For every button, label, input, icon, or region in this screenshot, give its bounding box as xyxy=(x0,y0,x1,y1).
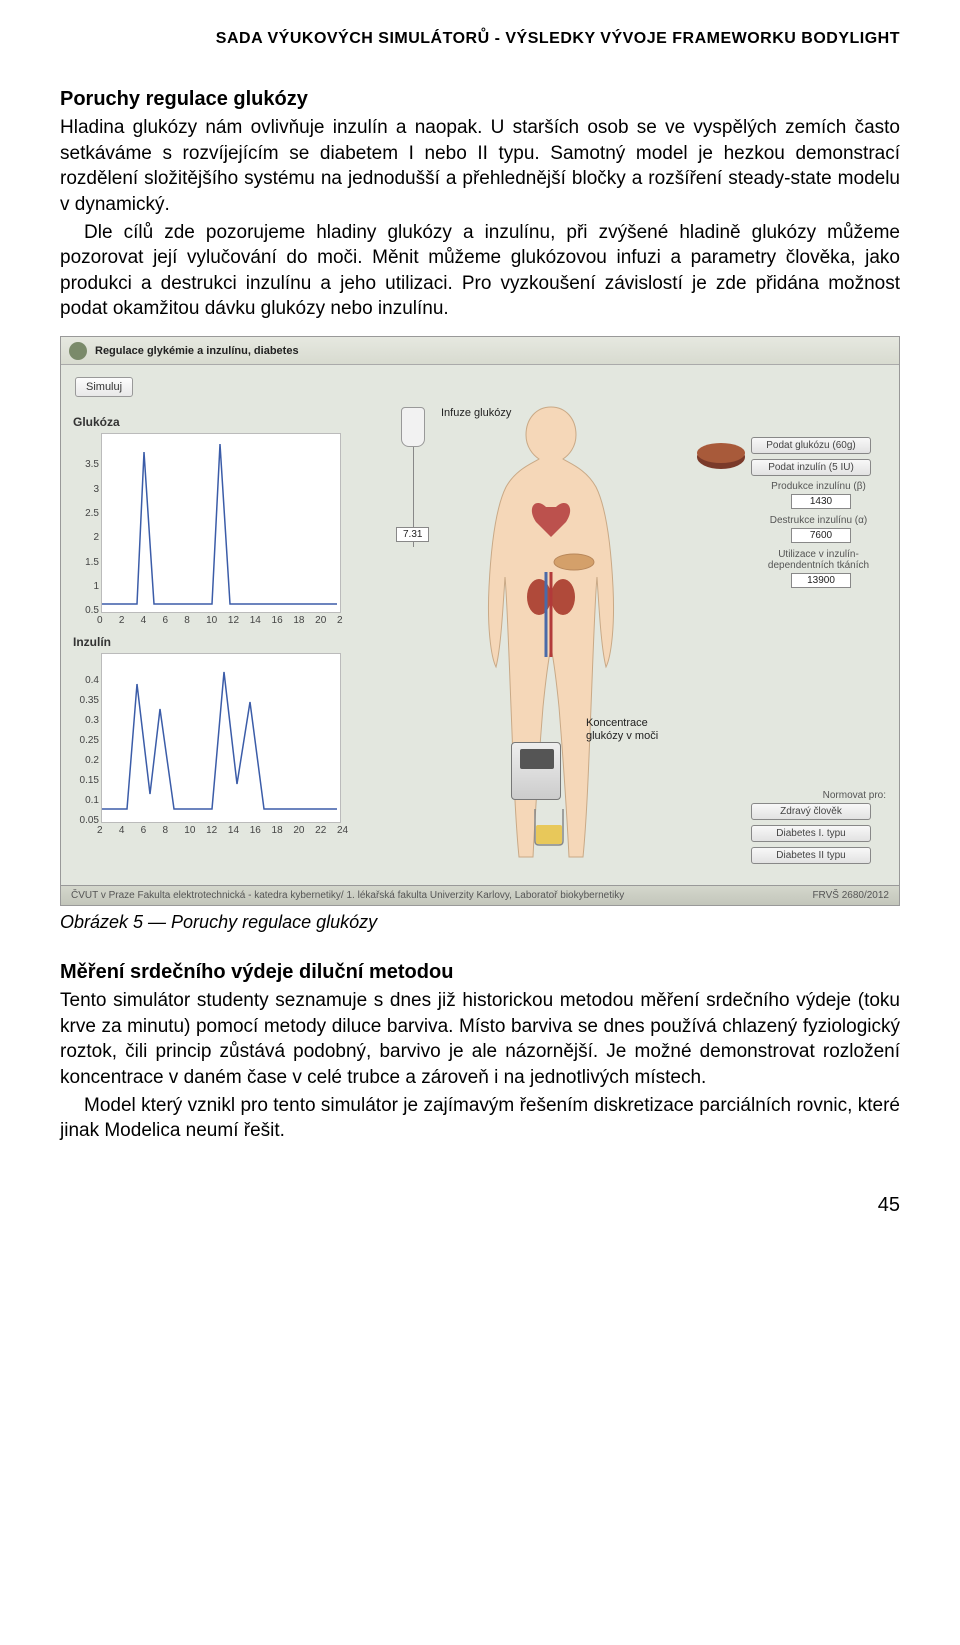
chart2-xtick: 4 xyxy=(119,825,125,836)
chart2-xtick: 24 xyxy=(337,825,348,836)
chart1-xtick: 18 xyxy=(293,615,304,626)
right-controls-panel: Podat glukózu (60g) Podat inzulín (5 IU)… xyxy=(751,437,891,594)
konc-glukozy-label: Koncentrace glukózy v moči xyxy=(586,717,676,743)
section1-p1: Hladina glukózy nám ovlivňuje inzulín a … xyxy=(60,115,900,218)
chart1-ytick: 2.5 xyxy=(75,508,99,519)
chart2-xtick: 12 xyxy=(206,825,217,836)
prod-inzulinu-value[interactable]: 1430 xyxy=(791,494,851,509)
chart1-xtick: 4 xyxy=(141,615,147,626)
chart1-xtick: 0 xyxy=(97,615,103,626)
diabetes2-button[interactable]: Diabetes II typu xyxy=(751,847,871,864)
chart1-xtick: 2 xyxy=(337,615,343,626)
chart2 xyxy=(101,653,341,823)
chart1-xtick: 20 xyxy=(315,615,326,626)
body-diagram-area: Infuze glukózy 7.31 Koncentrace glukózy … xyxy=(361,377,741,877)
section2-p1: Tento simulátor studenty seznamuje s dne… xyxy=(60,988,900,1091)
diabetes1-button[interactable]: Diabetes I. typu xyxy=(751,825,871,842)
chart1 xyxy=(101,433,341,613)
chart2-ytick: 0.4 xyxy=(71,675,99,686)
chart2-xtick: 8 xyxy=(162,825,168,836)
utilizace-value[interactable]: 13900 xyxy=(791,573,851,588)
zdravy-clovek-button[interactable]: Zdravý člověk xyxy=(751,803,871,820)
chart1-xtick: 10 xyxy=(206,615,217,626)
simulate-button[interactable]: Simuluj xyxy=(75,377,133,397)
utilizace-label: Utilizace v inzulín-dependentních tkáníc… xyxy=(751,549,886,571)
chart2-ytick: 0.1 xyxy=(71,795,99,806)
page-header: SADA VÝUKOVÝCH SIMULÁTORŮ - VÝSLEDKY VÝV… xyxy=(60,30,900,48)
glucose-meter-icon xyxy=(511,742,561,800)
chart1-title: Glukóza xyxy=(73,415,120,429)
chart2-title: Inzulín xyxy=(73,635,111,649)
chart1-xtick: 16 xyxy=(272,615,283,626)
chart2-xtick: 22 xyxy=(315,825,326,836)
sim-footer: ČVUT v Praze Fakulta elektrotechnická - … xyxy=(61,885,899,905)
chart2-xtick: 6 xyxy=(141,825,147,836)
sim-logo-icon xyxy=(69,342,87,360)
chart2-xtick: 14 xyxy=(228,825,239,836)
destr-inzulinu-value[interactable]: 7600 xyxy=(791,528,851,543)
podat-inzulin-button[interactable]: Podat inzulín (5 IU) xyxy=(751,459,871,476)
section1-p2: Dle cílů zde pozorujeme hladiny glukózy … xyxy=(60,220,900,323)
chart2-ytick: 0.35 xyxy=(71,695,99,706)
podat-glukozu-button[interactable]: Podat glukózu (60g) xyxy=(751,437,871,454)
simulator-screenshot: Regulace glykémie a inzulínu, diabetes S… xyxy=(60,336,900,906)
normovat-panel: Normovat pro: Zdravý člověk Diabetes I. … xyxy=(751,790,891,869)
chart2-ytick: 0.25 xyxy=(71,735,99,746)
chart1-xtick: 8 xyxy=(184,615,190,626)
food-icon xyxy=(691,437,751,477)
chart2-xtick: 2 xyxy=(97,825,103,836)
figure-caption: Obrázek 5 — Poruchy regulace glukózy xyxy=(60,912,900,933)
chart1-ytick: 3.5 xyxy=(75,459,99,470)
chart2-ytick: 0.3 xyxy=(71,715,99,726)
infuze-label: Infuze glukózy xyxy=(441,407,511,419)
chart2-xtick: 16 xyxy=(250,825,261,836)
chart2-ytick: 0.2 xyxy=(71,755,99,766)
section2-p2: Model který vznikl pro tento simulátor j… xyxy=(60,1093,900,1144)
page-number: 45 xyxy=(60,1194,900,1217)
chart2-xtick: 18 xyxy=(272,825,283,836)
normovat-label: Normovat pro: xyxy=(751,790,886,801)
beaker-icon xyxy=(531,807,567,847)
chart1-ytick: 3 xyxy=(75,484,99,495)
iv-bag-icon xyxy=(401,407,425,447)
chart1-ytick: 0.5 xyxy=(75,605,99,616)
section1-title: Poruchy regulace glukózy xyxy=(60,88,900,111)
footer-right-text: FRVŠ 2680/2012 xyxy=(812,890,889,901)
section2-title: Měření srdečního výdeje diluční metodou xyxy=(60,961,900,984)
chart1-xtick: 6 xyxy=(162,615,168,626)
infuze-value[interactable]: 7.31 xyxy=(396,527,429,542)
chart1-xtick: 14 xyxy=(250,615,261,626)
chart1-xtick: 12 xyxy=(228,615,239,626)
chart1-ytick: 1.5 xyxy=(75,557,99,568)
chart2-xtick: 10 xyxy=(184,825,195,836)
destr-inzulinu-label: Destrukce inzulínu (α) xyxy=(751,515,886,526)
chart1-svg xyxy=(102,434,342,614)
chart1-ytick: 1 xyxy=(75,581,99,592)
chart1-ytick: 2 xyxy=(75,532,99,543)
chart2-svg xyxy=(102,654,342,824)
prod-inzulinu-label: Produkce inzulínu (β) xyxy=(751,481,886,492)
footer-left-text: ČVUT v Praze Fakulta elektrotechnická - … xyxy=(71,890,624,901)
chart1-xtick: 2 xyxy=(119,615,125,626)
chart2-ytick: 0.15 xyxy=(71,775,99,786)
chart2-xtick: 20 xyxy=(293,825,304,836)
chart2-ytick: 0.05 xyxy=(71,815,99,826)
sim-window-header: Regulace glykémie a inzulínu, diabetes xyxy=(61,337,899,365)
sim-title: Regulace glykémie a inzulínu, diabetes xyxy=(95,345,299,357)
